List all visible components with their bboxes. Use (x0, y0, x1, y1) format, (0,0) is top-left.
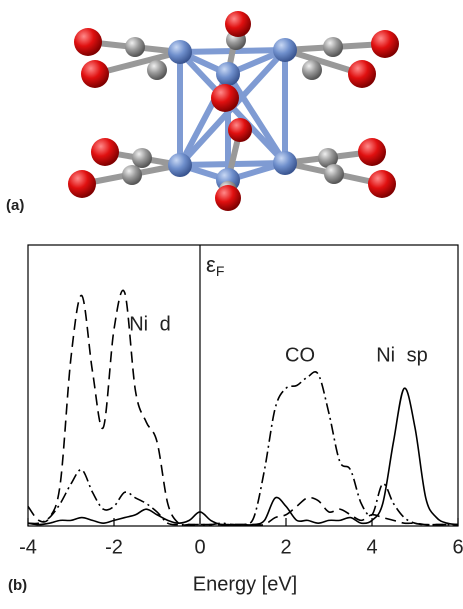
figure: (a) (b) Energy [eV] εF -4 -2 0 2 4 6 Ni d CO Ni … (0, 0, 463, 604)
series-label: CO (285, 344, 315, 366)
x-tick-label: 2 (280, 536, 291, 558)
x-tick-label: 4 (366, 536, 377, 558)
x-axis-label: Energy [eV] (193, 573, 298, 595)
panel-label: (b) (8, 577, 27, 594)
x-tick-label: 0 (194, 536, 205, 558)
x-tick-label: -4 (19, 536, 37, 558)
fermi-subscript: F (216, 263, 225, 279)
fermi-symbol: ε (206, 252, 216, 277)
x-tick-label: 6 (452, 536, 463, 558)
dos-curve (28, 372, 458, 525)
series-label: Ni sp (376, 344, 428, 366)
page: (a) (b) Energy [eV] εF -4 -2 0 2 4 6 Ni d CO Ni … (0, 0, 463, 609)
fermi-label: εF (206, 252, 224, 279)
panel-label: (a) (6, 197, 24, 214)
x-tick-label: -2 (105, 536, 123, 558)
plot-frame (28, 245, 458, 526)
series-label: Ni d (129, 313, 171, 335)
dos-curve (28, 290, 458, 525)
molecule (68, 11, 399, 211)
